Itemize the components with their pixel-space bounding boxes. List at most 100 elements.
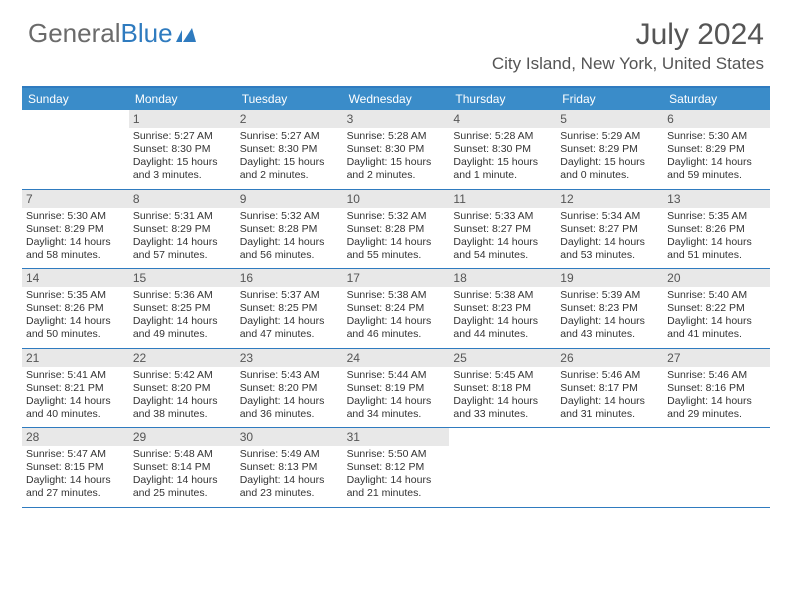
day-details: Sunrise: 5:38 AMSunset: 8:24 PMDaylight:… (347, 289, 446, 342)
week-row: 1Sunrise: 5:27 AMSunset: 8:30 PMDaylight… (22, 110, 770, 190)
day-details: Sunrise: 5:30 AMSunset: 8:29 PMDaylight:… (667, 130, 766, 183)
flag-icon (176, 20, 198, 51)
header: GeneralBlue July 2024 City Island, New Y… (0, 0, 792, 78)
dow-row: SundayMondayTuesdayWednesdayThursdayFrid… (22, 88, 770, 110)
day-cell: 19 Sunrise: 5:39 AMSunset: 8:23 PMDayligh… (556, 269, 663, 348)
dow-cell: Wednesday (343, 88, 450, 110)
day-number: 29 (129, 428, 236, 446)
day-cell-empty (663, 428, 770, 507)
day-cell: 23Sunrise: 5:43 AMSunset: 8:20 PMDayligh… (236, 349, 343, 428)
day-details: Sunrise: 5:35 AMSunset: 8:26 PMDaylight:… (667, 210, 766, 263)
day-cell: 1 Sunrise: 5:27 AMSunset: 8:30 PMDaylight… (129, 110, 236, 189)
day-number: 19 (556, 269, 663, 287)
week-row: 28 Sunrise: 5:47 AMSunset: 8:15 PMDayligh… (22, 428, 770, 508)
day-details: Sunrise: 5:46 AMSunset: 8:17 PMDaylight:… (560, 369, 659, 422)
day-cell: 21 Sunrise: 5:41 AMSunset: 8:21 PMDayligh… (22, 349, 129, 428)
day-number: 14 (22, 269, 129, 287)
day-number: 11 (449, 190, 556, 208)
week-row: 21 Sunrise: 5:41 AMSunset: 8:21 PMDayligh… (22, 349, 770, 429)
day-cell: 6 Sunrise: 5:30 AMSunset: 8:29 PMDaylight… (663, 110, 770, 189)
day-cell: 5 Sunrise: 5:29 AMSunset: 8:29 PMDaylight… (556, 110, 663, 189)
day-number: 27 (663, 349, 770, 367)
day-details: Sunrise: 5:32 AMSunset: 8:28 PMDaylight:… (240, 210, 339, 263)
day-cell: 24 Sunrise: 5:44 AMSunset: 8:19 PMDayligh… (343, 349, 450, 428)
day-details: Sunrise: 5:28 AMSunset: 8:30 PMDaylight:… (347, 130, 446, 183)
day-details: Sunrise: 5:45 AMSunset: 8:18 PMDaylight:… (453, 369, 552, 422)
day-cell: 2 Sunrise: 5:27 AMSunset: 8:30 PMDaylight… (236, 110, 343, 189)
day-number: 26 (556, 349, 663, 367)
day-cell: 3 Sunrise: 5:28 AMSunset: 8:30 PMDaylight… (343, 110, 450, 189)
day-number: 17 (343, 269, 450, 287)
day-number: 6 (663, 110, 770, 128)
day-cell: 17 Sunrise: 5:38 AMSunset: 8:24 PMDayligh… (343, 269, 450, 348)
day-number: 9 (236, 190, 343, 208)
day-number: 25 (449, 349, 556, 367)
day-number: 16 (236, 269, 343, 287)
day-details: Sunrise: 5:38 AMSunset: 8:23 PMDaylight:… (453, 289, 552, 342)
day-cell: 12Sunrise: 5:34 AMSunset: 8:27 PMDayligh… (556, 190, 663, 269)
day-cell: 16 Sunrise: 5:37 AMSunset: 8:25 PMDayligh… (236, 269, 343, 348)
day-details: Sunrise: 5:37 AMSunset: 8:25 PMDaylight:… (240, 289, 339, 342)
day-cell: 28 Sunrise: 5:47 AMSunset: 8:15 PMDayligh… (22, 428, 129, 507)
day-cell-empty (556, 428, 663, 507)
day-cell-empty (22, 110, 129, 189)
day-details: Sunrise: 5:32 AMSunset: 8:28 PMDaylight:… (347, 210, 446, 263)
day-number: 4 (449, 110, 556, 128)
location-label: City Island, New York, United States (492, 54, 764, 74)
day-number: 7 (22, 190, 129, 208)
day-cell: 7Sunrise: 5:30 AMSunset: 8:29 PMDaylight… (22, 190, 129, 269)
day-cell: 14 Sunrise: 5:35 AMSunset: 8:26 PMDayligh… (22, 269, 129, 348)
day-cell: 30Sunrise: 5:49 AMSunset: 8:13 PMDayligh… (236, 428, 343, 507)
day-cell: 18 Sunrise: 5:38 AMSunset: 8:23 PMDayligh… (449, 269, 556, 348)
day-cell: 27Sunrise: 5:46 AMSunset: 8:16 PMDayligh… (663, 349, 770, 428)
day-details: Sunrise: 5:39 AMSunset: 8:23 PMDaylight:… (560, 289, 659, 342)
day-number: 2 (236, 110, 343, 128)
day-cell: 31 Sunrise: 5:50 AMSunset: 8:12 PMDayligh… (343, 428, 450, 507)
day-details: Sunrise: 5:41 AMSunset: 8:21 PMDaylight:… (26, 369, 125, 422)
day-number: 8 (129, 190, 236, 208)
day-details: Sunrise: 5:27 AMSunset: 8:30 PMDaylight:… (133, 130, 232, 183)
dow-cell: Sunday (22, 88, 129, 110)
day-details: Sunrise: 5:47 AMSunset: 8:15 PMDaylight:… (26, 448, 125, 501)
day-details: Sunrise: 5:40 AMSunset: 8:22 PMDaylight:… (667, 289, 766, 342)
title-block: July 2024 City Island, New York, United … (492, 18, 764, 74)
day-details: Sunrise: 5:35 AMSunset: 8:26 PMDaylight:… (26, 289, 125, 342)
day-cell: 9 Sunrise: 5:32 AMSunset: 8:28 PMDaylight… (236, 190, 343, 269)
day-details: Sunrise: 5:27 AMSunset: 8:30 PMDaylight:… (240, 130, 339, 183)
dow-cell: Friday (556, 88, 663, 110)
day-cell: 20Sunrise: 5:40 AMSunset: 8:22 PMDayligh… (663, 269, 770, 348)
day-details: Sunrise: 5:43 AMSunset: 8:20 PMDaylight:… (240, 369, 339, 422)
day-details: Sunrise: 5:50 AMSunset: 8:12 PMDaylight:… (347, 448, 446, 501)
day-cell-empty (449, 428, 556, 507)
month-title: July 2024 (492, 18, 764, 52)
day-cell: 8 Sunrise: 5:31 AMSunset: 8:29 PMDaylight… (129, 190, 236, 269)
brand-part2: Blue (121, 18, 173, 49)
day-number: 13 (663, 190, 770, 208)
week-row: 7Sunrise: 5:30 AMSunset: 8:29 PMDaylight… (22, 190, 770, 270)
day-number: 5 (556, 110, 663, 128)
day-details: Sunrise: 5:29 AMSunset: 8:29 PMDaylight:… (560, 130, 659, 183)
day-details: Sunrise: 5:34 AMSunset: 8:27 PMDaylight:… (560, 210, 659, 263)
day-number: 28 (22, 428, 129, 446)
day-number: 24 (343, 349, 450, 367)
day-cell: 4Sunrise: 5:28 AMSunset: 8:30 PMDaylight… (449, 110, 556, 189)
day-details: Sunrise: 5:36 AMSunset: 8:25 PMDaylight:… (133, 289, 232, 342)
dow-cell: Thursday (449, 88, 556, 110)
day-number: 18 (449, 269, 556, 287)
day-number: 3 (343, 110, 450, 128)
day-cell: 10Sunrise: 5:32 AMSunset: 8:28 PMDayligh… (343, 190, 450, 269)
dow-cell: Monday (129, 88, 236, 110)
day-number: 1 (129, 110, 236, 128)
day-cell: 11Sunrise: 5:33 AMSunset: 8:27 PMDayligh… (449, 190, 556, 269)
day-details: Sunrise: 5:49 AMSunset: 8:13 PMDaylight:… (240, 448, 339, 501)
day-cell: 22Sunrise: 5:42 AMSunset: 8:20 PMDayligh… (129, 349, 236, 428)
day-number: 31 (343, 428, 450, 446)
brand-part1: General (28, 18, 121, 49)
day-number: 21 (22, 349, 129, 367)
day-details: Sunrise: 5:42 AMSunset: 8:20 PMDaylight:… (133, 369, 232, 422)
day-details: Sunrise: 5:31 AMSunset: 8:29 PMDaylight:… (133, 210, 232, 263)
day-cell: 13 Sunrise: 5:35 AMSunset: 8:26 PMDayligh… (663, 190, 770, 269)
day-details: Sunrise: 5:44 AMSunset: 8:19 PMDaylight:… (347, 369, 446, 422)
day-cell: 29Sunrise: 5:48 AMSunset: 8:14 PMDayligh… (129, 428, 236, 507)
day-cell: 26 Sunrise: 5:46 AMSunset: 8:17 PMDayligh… (556, 349, 663, 428)
